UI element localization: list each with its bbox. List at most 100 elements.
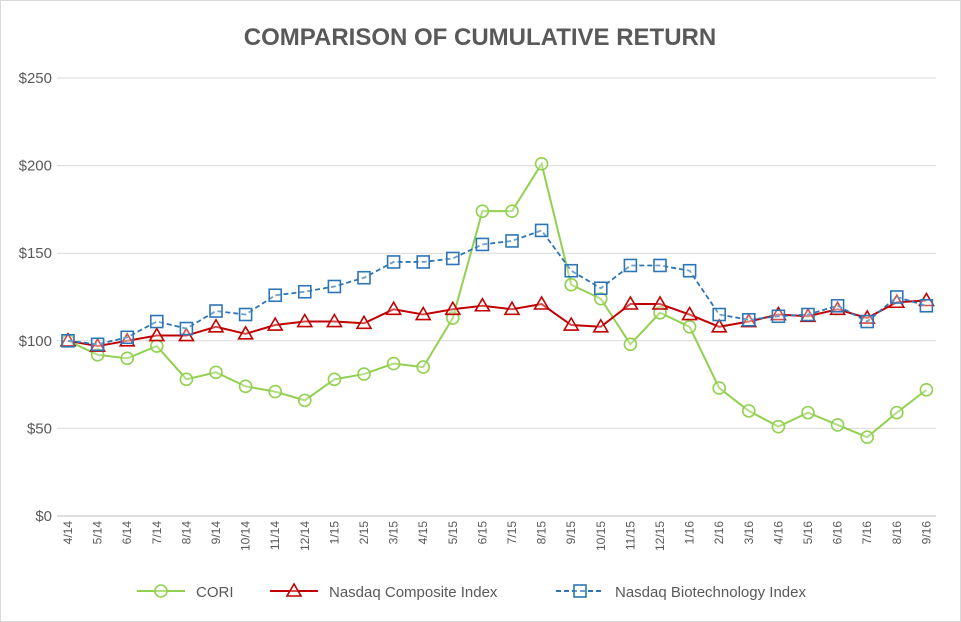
- x-tick-label: 8/15: [535, 521, 549, 545]
- x-tick-label: 6/16: [831, 521, 845, 545]
- legend-label: Nasdaq Composite Index: [329, 584, 498, 601]
- marker: [710, 318, 728, 333]
- marker: [207, 318, 225, 333]
- marker: [148, 326, 166, 342]
- marker: [357, 367, 371, 381]
- marker: [238, 379, 253, 394]
- marker: [268, 384, 283, 399]
- marker: [712, 307, 727, 322]
- marker: [622, 295, 639, 310]
- x-tick-label: 8/16: [890, 521, 904, 545]
- legend-marker: [285, 582, 303, 597]
- y-tick-label: $50: [27, 420, 52, 437]
- marker: [801, 307, 815, 322]
- marker: [505, 204, 519, 218]
- marker: [59, 332, 77, 347]
- x-tick-label: 2/16: [712, 521, 726, 545]
- marker: [771, 419, 786, 434]
- marker: [682, 263, 697, 278]
- x-tick-label: 9/16: [919, 521, 933, 545]
- legend-label: Nasdaq Biotechnology Index: [615, 584, 806, 601]
- marker: [475, 237, 490, 252]
- marker: [889, 290, 904, 304]
- marker: [209, 304, 223, 318]
- y-tick-label: $200: [19, 158, 52, 175]
- marker: [771, 309, 786, 324]
- marker: [562, 316, 580, 331]
- marker: [414, 305, 432, 321]
- marker: [179, 372, 194, 387]
- x-tick-label: 4/14: [61, 521, 75, 545]
- y-tick-label: $0: [35, 508, 52, 525]
- x-tick-label: 7/16: [860, 521, 874, 545]
- marker: [623, 337, 638, 352]
- marker: [682, 319, 697, 334]
- marker: [61, 333, 75, 348]
- marker: [268, 288, 283, 303]
- x-tick-label: 4/15: [416, 521, 430, 545]
- chart-title: COMPARISON OF CUMULATIVE RETURN: [244, 24, 716, 51]
- y-tick-label: $100: [19, 333, 52, 350]
- x-tick-label: 1/16: [683, 521, 697, 545]
- x-tick-label: 7/15: [505, 521, 519, 545]
- x-tick-label: 8/14: [179, 521, 193, 545]
- marker: [919, 383, 934, 397]
- marker: [534, 157, 549, 171]
- x-tick-label: 4/16: [771, 521, 785, 545]
- marker: [266, 316, 284, 331]
- marker: [860, 314, 875, 329]
- marker: [357, 270, 371, 285]
- x-tick-label: 9/14: [209, 521, 223, 545]
- marker: [593, 291, 608, 306]
- marker: [801, 405, 815, 420]
- marker: [326, 312, 343, 328]
- marker: [534, 223, 549, 238]
- marker: [860, 430, 875, 444]
- x-tick-label: 12/15: [653, 521, 667, 551]
- marker: [741, 312, 756, 327]
- marker: [592, 318, 610, 333]
- marker: [297, 393, 312, 408]
- marker: [327, 279, 342, 294]
- marker: [681, 305, 698, 321]
- marker: [120, 351, 134, 366]
- marker: [653, 258, 667, 273]
- series-line: [67, 229, 927, 346]
- marker: [444, 300, 462, 316]
- marker: [179, 321, 194, 336]
- marker: [416, 255, 431, 269]
- marker: [297, 284, 312, 299]
- marker: [475, 204, 490, 218]
- marker: [505, 234, 519, 248]
- marker: [209, 365, 223, 380]
- marker: [296, 312, 314, 328]
- marker: [651, 295, 669, 310]
- marker: [90, 337, 105, 352]
- x-tick-label: 3/15: [387, 521, 401, 545]
- x-tick-label: 2/15: [357, 521, 371, 545]
- marker: [503, 300, 521, 316]
- x-tick-label: 5/14: [91, 521, 105, 545]
- marker: [593, 281, 608, 296]
- marker: [150, 314, 164, 329]
- marker: [533, 295, 550, 310]
- x-tick-label: 12/14: [298, 521, 312, 551]
- marker: [889, 405, 904, 420]
- marker: [150, 339, 164, 353]
- x-tick-label: 9/15: [564, 521, 578, 545]
- marker: [830, 418, 845, 432]
- x-tick-label: 3/16: [742, 521, 756, 545]
- marker: [386, 356, 401, 371]
- marker: [858, 309, 876, 324]
- marker: [741, 404, 756, 418]
- x-tick-label: 6/14: [120, 521, 134, 545]
- x-tick-label: 6/15: [475, 521, 489, 545]
- marker: [238, 307, 253, 322]
- x-tick-label: 11/15: [623, 521, 637, 550]
- marker: [120, 330, 134, 345]
- marker: [386, 255, 401, 269]
- legend-marker: [154, 584, 168, 598]
- y-tick-label: $250: [19, 70, 52, 87]
- marker: [770, 305, 787, 321]
